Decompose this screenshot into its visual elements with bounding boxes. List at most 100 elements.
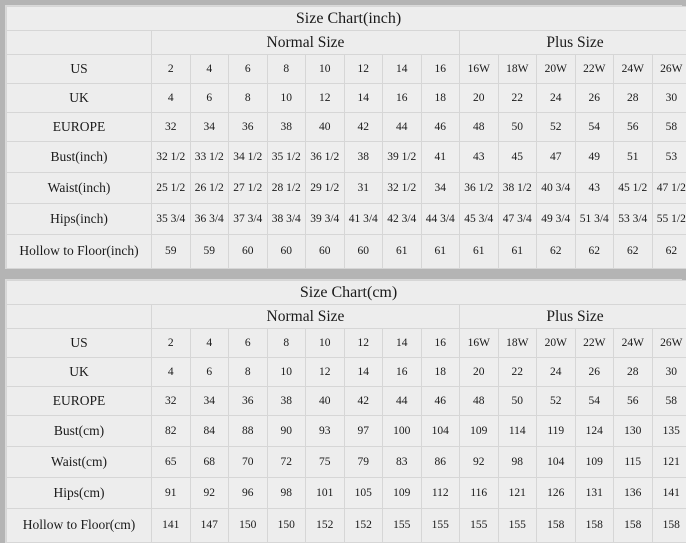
table-cell: 44 — [383, 387, 422, 416]
table-cell: 12 — [344, 55, 383, 84]
table-cell: 20W — [537, 55, 576, 84]
table-cell: 150 — [267, 509, 306, 543]
table-cell: 8 — [267, 329, 306, 358]
table-cell: 55 1/2 — [652, 204, 686, 235]
table-cell: 39 1/2 — [383, 142, 422, 173]
table-cell: 84 — [190, 416, 229, 447]
table-cell: 16 — [383, 358, 422, 387]
table-cell: 51 — [614, 142, 653, 173]
table-cell: 34 — [190, 113, 229, 142]
table-cell: 126 — [537, 478, 576, 509]
table-cell: 155 — [498, 509, 537, 543]
table-cell: 75 — [306, 447, 345, 478]
table-cell: 8 — [267, 55, 306, 84]
table-cell: 42 — [344, 387, 383, 416]
table-cell: 158 — [575, 509, 614, 543]
table-cell: 32 1/2 — [383, 173, 422, 204]
table-cell: 124 — [575, 416, 614, 447]
row-label: Hips(cm) — [7, 478, 152, 509]
row-label: Hollow to Floor(cm) — [7, 509, 152, 543]
table-cell: 105 — [344, 478, 383, 509]
table-cell: 44 3/4 — [421, 204, 460, 235]
table-cell: 141 — [652, 478, 686, 509]
table-cell: 48 — [460, 113, 499, 142]
table-cell: 61 — [460, 235, 499, 269]
row-label: Waist(cm) — [7, 447, 152, 478]
table-cell: 4 — [190, 329, 229, 358]
table-cell: 92 — [460, 447, 499, 478]
group-row-corner — [7, 305, 152, 329]
table-cell: 48 — [460, 387, 499, 416]
table-cell: 61 — [421, 235, 460, 269]
table-cell: 8 — [229, 84, 268, 113]
table-cell: 121 — [652, 447, 686, 478]
table-cell: 36 — [229, 387, 268, 416]
table-cell: 121 — [498, 478, 537, 509]
table-cell: 62 — [575, 235, 614, 269]
table-cell: 40 3/4 — [537, 173, 576, 204]
table-cell: 109 — [383, 478, 422, 509]
table-cell: 16 — [383, 84, 422, 113]
size-group-header: Plus Size — [460, 305, 686, 329]
table-cell: 38 — [267, 387, 306, 416]
table-cell: 136 — [614, 478, 653, 509]
size-group-header: Normal Size — [152, 31, 460, 55]
table-cell: 12 — [306, 358, 345, 387]
table-cell: 96 — [229, 478, 268, 509]
table-cell: 36 — [229, 113, 268, 142]
table-cell: 26 — [575, 84, 614, 113]
table-cell: 155 — [421, 509, 460, 543]
table-cell: 109 — [575, 447, 614, 478]
table-cell: 44 — [383, 113, 422, 142]
table-cell: 18W — [498, 329, 537, 358]
table-cell: 28 — [614, 358, 653, 387]
row-label: EUROPE — [7, 113, 152, 142]
table-cell: 28 1/2 — [267, 173, 306, 204]
table-cell: 131 — [575, 478, 614, 509]
table-cell: 46 — [421, 387, 460, 416]
table-cell: 61 — [498, 235, 537, 269]
table-cell: 2 — [152, 55, 191, 84]
table-cell: 35 1/2 — [267, 142, 306, 173]
row-label: Bust(inch) — [7, 142, 152, 173]
table-cell: 40 — [306, 387, 345, 416]
table-cell: 36 1/2 — [460, 173, 499, 204]
table-cell: 158 — [614, 509, 653, 543]
table-cell: 109 — [460, 416, 499, 447]
table-cell: 36 3/4 — [190, 204, 229, 235]
table-cell: 86 — [421, 447, 460, 478]
table-cell: 50 — [498, 387, 537, 416]
table-cell: 155 — [383, 509, 422, 543]
chart-title: Size Chart(cm) — [7, 281, 686, 305]
table-cell: 27 1/2 — [229, 173, 268, 204]
table-cell: 150 — [229, 509, 268, 543]
table-cell: 4 — [152, 358, 191, 387]
table-cell: 47 — [537, 142, 576, 173]
table-cell: 62 — [652, 235, 686, 269]
table-cell: 58 — [652, 113, 686, 142]
table-cell: 104 — [537, 447, 576, 478]
table-cell: 20 — [460, 84, 499, 113]
table-cell: 33 1/2 — [190, 142, 229, 173]
table-cell: 56 — [614, 387, 653, 416]
table-cell: 59 — [152, 235, 191, 269]
table-cell: 152 — [344, 509, 383, 543]
table-cell: 98 — [498, 447, 537, 478]
table-cell: 14 — [383, 55, 422, 84]
table-cell: 58 — [652, 387, 686, 416]
table-cell: 42 3/4 — [383, 204, 422, 235]
